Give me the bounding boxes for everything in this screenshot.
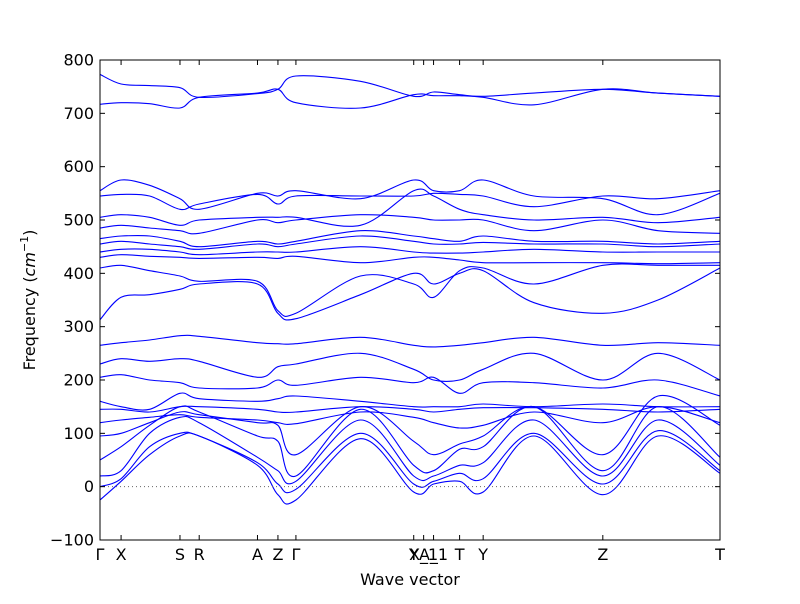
band-line-5	[100, 188, 720, 227]
band-line-4	[100, 190, 720, 211]
y-tick-label: 0	[84, 477, 94, 496]
y-tick-label: 400	[63, 264, 94, 283]
band-line-1	[100, 73, 720, 99]
x-tick-label: Y	[408, 545, 419, 564]
x-tick-label: Γ	[96, 545, 105, 564]
x-axis-label: Wave vector	[360, 570, 460, 589]
x-tick-label: X	[116, 545, 127, 564]
x-tick-label: Z	[597, 545, 608, 564]
band-line-14	[100, 352, 720, 382]
band-line-18	[100, 406, 720, 429]
y-tick-label: 300	[63, 317, 94, 336]
x-tick-label: Γ	[291, 545, 300, 564]
x-tick-label: S	[175, 545, 185, 564]
band-line-21	[100, 415, 720, 485]
band-line-7	[100, 230, 720, 248]
band-line-13	[100, 334, 720, 348]
y-axis-label-text: Frequency (	[20, 276, 39, 370]
y-tick-label: 800	[63, 51, 94, 70]
band-line-22	[100, 430, 720, 494]
band-line-8	[100, 235, 720, 250]
x-tick-label: A_1	[419, 545, 448, 565]
x-tick-label: R	[194, 545, 205, 564]
x-tick-label: Z	[272, 545, 283, 564]
band-line-9	[100, 246, 720, 256]
y-axis-label: Frequency (cm−1)	[18, 230, 39, 371]
band-line-2	[100, 88, 720, 109]
band-line-20	[100, 405, 720, 477]
x-tick-label: T	[714, 545, 725, 564]
y-axis-label-exponent: −1	[18, 236, 31, 252]
y-tick-label: 200	[63, 371, 94, 390]
y-tick-label: 700	[63, 104, 94, 123]
y-axis-label-unit: cm	[20, 252, 39, 276]
y-tick-label: 100	[63, 424, 94, 443]
x-tick-label: T	[454, 545, 465, 564]
y-tick-label: −100	[50, 531, 94, 550]
band-line-11	[100, 263, 720, 317]
band-line-16	[100, 392, 720, 411]
band-line-15	[100, 374, 720, 397]
band-line-6	[100, 214, 720, 235]
y-tick-label: 500	[63, 211, 94, 230]
band-line-23	[100, 432, 720, 505]
band-line-10	[100, 254, 720, 265]
x-tick-label: Y	[477, 545, 488, 564]
band-line-3	[100, 179, 720, 216]
band-line-19	[100, 395, 720, 456]
y-axis-label-close: )	[20, 230, 39, 236]
y-tick-label: 600	[63, 157, 94, 176]
bands-layer	[100, 73, 720, 505]
x-tick-label: A	[252, 545, 263, 564]
x-tick-label: X_1	[409, 545, 438, 565]
plot-frame	[99, 59, 721, 541]
band-line-12	[100, 267, 720, 321]
